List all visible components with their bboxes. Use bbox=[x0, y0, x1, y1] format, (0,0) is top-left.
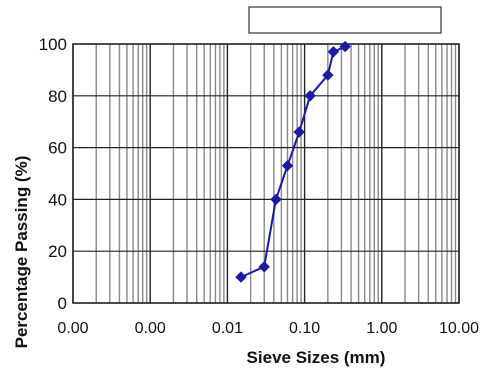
data-point-marker bbox=[235, 271, 247, 283]
y-tick-label: 80 bbox=[48, 87, 67, 106]
data-point-marker bbox=[293, 126, 305, 138]
x-axis-title: Sieve Sizes (mm) bbox=[247, 348, 386, 367]
y-tick-labels: 0 20 40 60 80 100 bbox=[39, 35, 67, 313]
plot-area bbox=[72, 43, 460, 304]
x-tick-label: 0.00 bbox=[135, 320, 166, 337]
y-axis-title: Percentage Passing (%) bbox=[12, 156, 31, 349]
x-tick-label: 10.00 bbox=[439, 320, 479, 337]
x-tick-label: 0.00 bbox=[57, 320, 88, 337]
x-tick-label: 0.01 bbox=[212, 320, 243, 337]
data-point-marker bbox=[281, 160, 294, 172]
x-tick-label: 1.00 bbox=[366, 320, 397, 337]
x-tick-label: 0.10 bbox=[289, 320, 320, 337]
data-point-marker bbox=[322, 69, 334, 81]
y-tick-label: 60 bbox=[48, 139, 67, 158]
y-tick-label: 20 bbox=[48, 242, 67, 261]
data-point-marker bbox=[270, 193, 282, 206]
data-point-marker bbox=[304, 90, 316, 102]
y-tick-label: 0 bbox=[58, 294, 67, 313]
data-point-marker bbox=[339, 40, 351, 53]
series-line bbox=[235, 40, 351, 283]
legend-box bbox=[248, 6, 442, 34]
data-point-marker bbox=[327, 46, 340, 58]
y-tick-label: 40 bbox=[48, 190, 67, 209]
data-point-marker bbox=[258, 261, 270, 273]
y-tick-label: 100 bbox=[39, 35, 67, 54]
